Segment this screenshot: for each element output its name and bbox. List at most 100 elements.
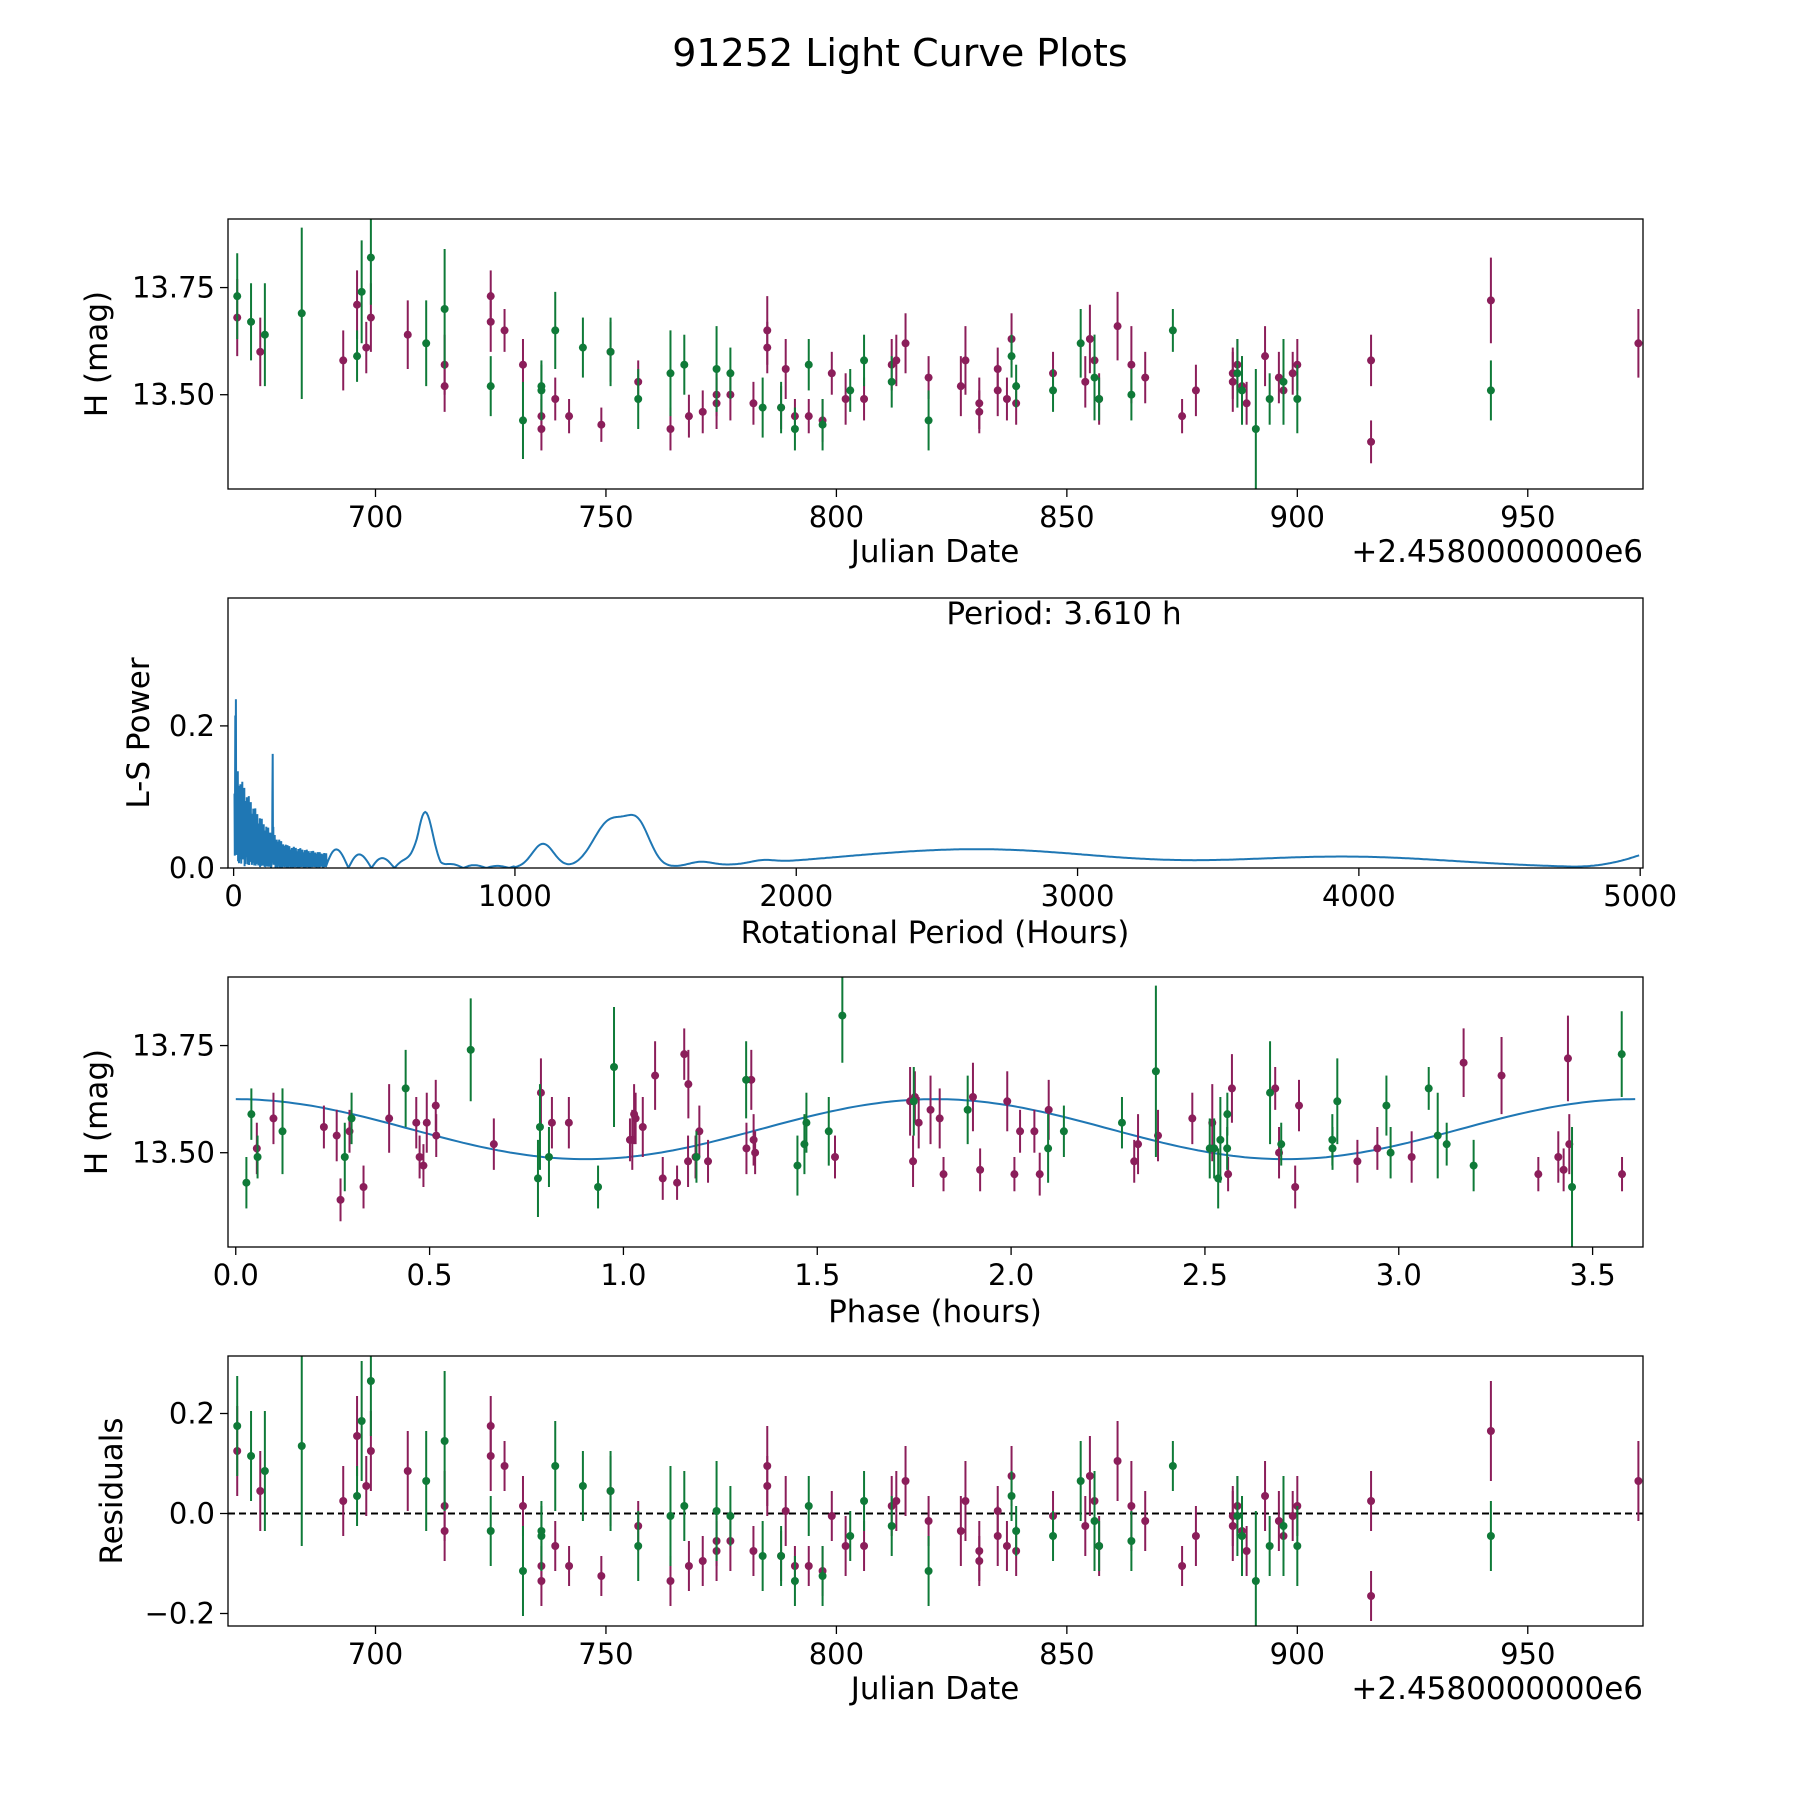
data-point-a xyxy=(698,407,707,416)
residuals-x-tick-label: 750 xyxy=(578,1637,633,1671)
data-point-b xyxy=(247,317,256,326)
residual-point-b xyxy=(846,1532,855,1540)
folded-point-b xyxy=(1328,1144,1337,1153)
folded-point-b xyxy=(253,1153,262,1161)
folded-point-a xyxy=(630,1110,639,1119)
folded-point-b xyxy=(610,1063,619,1071)
folded-point-a xyxy=(1497,1071,1506,1080)
data-point-a xyxy=(362,343,371,352)
residual-point-b xyxy=(486,1527,495,1535)
folded-point-a xyxy=(1534,1170,1543,1179)
data-point-b xyxy=(260,330,269,339)
lightcurve-x-tick-label: 800 xyxy=(809,500,864,534)
residual-point-a xyxy=(366,1447,375,1455)
folded-point-a xyxy=(909,1157,918,1166)
folded-point-b xyxy=(824,1127,833,1136)
folded-x-tick-label: 2.0 xyxy=(988,1258,1034,1292)
folded-x-tick-label: 3.5 xyxy=(1570,1258,1616,1292)
periodogram-x-tick-label: 0 xyxy=(224,879,242,913)
folded-point-b xyxy=(1424,1084,1433,1093)
residual-point-a xyxy=(666,1577,675,1585)
residual-point-a xyxy=(339,1497,348,1505)
lightcurve-y-tick-label: 13.50 xyxy=(132,378,215,412)
data-point-a xyxy=(1141,373,1150,382)
data-point-a xyxy=(1261,352,1270,361)
data-point-a xyxy=(440,382,449,391)
lightcurve-x-ticks: 700 750 800 850 900 950 xyxy=(348,489,1555,534)
folded-panel: 0.0 0.5 1.0 1.5 2.0 2.5 3.0 3.5 13.50 13.75 Phas… xyxy=(79,976,1644,1330)
data-point-b xyxy=(804,360,813,369)
residual-point-b xyxy=(1012,1527,1021,1535)
data-point-b xyxy=(606,347,615,356)
data-point-a xyxy=(403,330,412,339)
data-point-b xyxy=(297,309,306,318)
folded-point-a xyxy=(1035,1170,1044,1179)
data-point-a xyxy=(956,382,965,391)
residual-point-b xyxy=(1238,1532,1247,1540)
data-point-a xyxy=(256,347,265,356)
residual-point-b xyxy=(777,1552,786,1560)
residuals-y-tick-label: −0.2 xyxy=(145,1597,215,1631)
folded-point-a xyxy=(319,1123,328,1131)
data-point-a xyxy=(1367,356,1376,365)
data-point-a xyxy=(597,420,606,429)
folded-point-b xyxy=(1223,1144,1232,1153)
residual-point-a xyxy=(440,1527,449,1535)
periodogram-power-line xyxy=(233,699,1640,868)
residual-point-a xyxy=(362,1482,371,1490)
folded-point-a xyxy=(359,1183,368,1191)
folded-point-b xyxy=(1044,1144,1053,1153)
residuals-y-tick-label: 0.2 xyxy=(169,1397,215,1431)
residual-point-b xyxy=(353,1492,362,1500)
periodogram-x-tick-label: 5000 xyxy=(1603,879,1677,913)
residual-point-b xyxy=(634,1542,643,1550)
residual-point-b xyxy=(1090,1517,1099,1525)
data-point-a xyxy=(366,313,375,322)
residual-point-a xyxy=(1178,1562,1187,1570)
folded-x-tick-label: 1.5 xyxy=(794,1258,840,1292)
folded-point-a xyxy=(1044,1105,1053,1114)
folded-x-tick-label: 3.0 xyxy=(1376,1258,1422,1292)
residual-point-a xyxy=(1085,1472,1094,1480)
residual-point-a xyxy=(1261,1492,1270,1500)
residual-point-a xyxy=(403,1467,412,1475)
folded-point-a xyxy=(422,1118,431,1127)
residual-point-a xyxy=(827,1512,836,1520)
folded-point-b xyxy=(278,1127,287,1136)
data-point-a xyxy=(500,326,509,335)
residuals-panel: 700 750 800 850 900 950 −0.2 0.0 0.2 Julian Dat… xyxy=(94,1355,1644,1707)
residual-point-a xyxy=(804,1562,813,1570)
residuals-x-label: Julian Date xyxy=(849,1671,1020,1707)
residual-point-b xyxy=(790,1577,799,1585)
residual-point-a xyxy=(1191,1532,1200,1540)
folded-point-a xyxy=(1459,1058,1468,1067)
folded-point-a xyxy=(1030,1127,1039,1136)
folded-point-a xyxy=(939,1170,948,1179)
folded-point-b xyxy=(838,1011,847,1020)
data-point-b xyxy=(1279,377,1288,386)
folded-point-a xyxy=(332,1131,341,1140)
data-point-b xyxy=(726,369,735,378)
data-point-a xyxy=(841,395,850,403)
data-point-b xyxy=(680,360,689,369)
residuals-x-tick-label: 700 xyxy=(348,1637,403,1671)
folded-point-b xyxy=(1433,1131,1442,1140)
data-point-a xyxy=(684,412,693,421)
data-point-b xyxy=(518,416,527,425)
residual-points xyxy=(228,1356,1643,1626)
lightcurve-x-tick-label: 750 xyxy=(578,500,633,534)
data-point-a xyxy=(961,356,970,365)
period-annotation: Period: 3.610 h xyxy=(946,596,1181,632)
folded-point-a xyxy=(1130,1157,1139,1166)
folded-point-b xyxy=(1059,1127,1068,1136)
folded-point-a xyxy=(673,1178,682,1187)
figure-title: 91252 Light Curve Plots xyxy=(672,31,1127,75)
folded-point-b xyxy=(909,1097,918,1106)
folded-point-b xyxy=(1151,1067,1160,1076)
residual-point-a xyxy=(1486,1427,1495,1435)
folded-x-tick-label: 2.5 xyxy=(1182,1258,1228,1292)
residual-point-a xyxy=(1141,1517,1150,1525)
data-point-a xyxy=(339,356,348,365)
residual-point-a xyxy=(763,1482,772,1490)
